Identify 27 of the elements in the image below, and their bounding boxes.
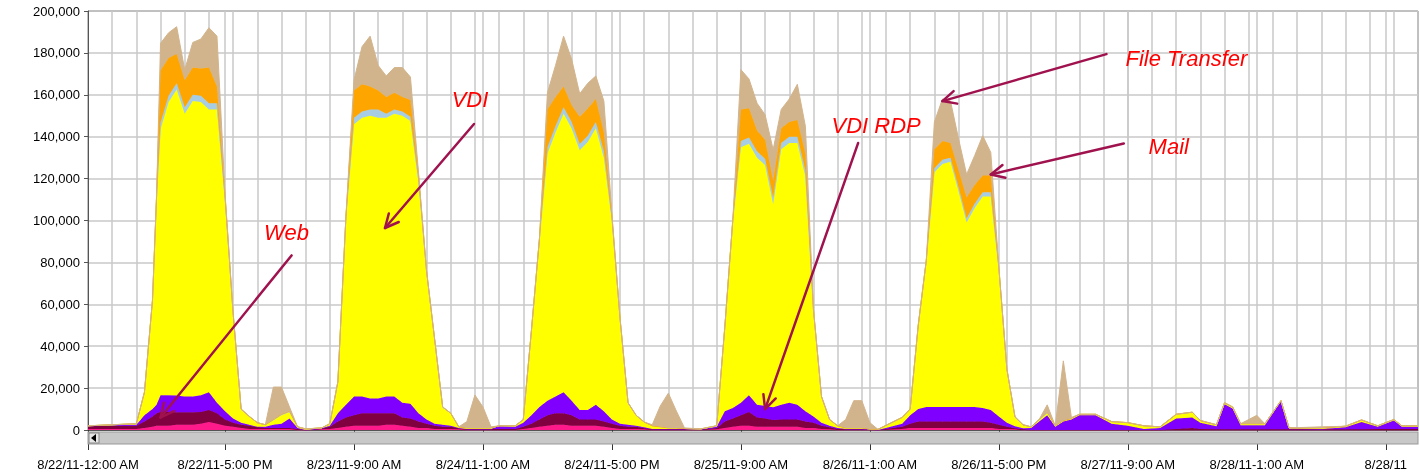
y-tick-label: 100,000 — [33, 213, 80, 228]
x-tick-label: 8/22/11-12:00 AM — [37, 457, 139, 472]
y-tick-label: 0 — [72, 422, 80, 438]
annotation: VDI RDP — [831, 112, 922, 138]
x-tick-label: 8/25/11-9:00 AM — [693, 457, 789, 472]
y-tick-label: 20,000 — [40, 380, 80, 396]
y-tick-label: 140,000 — [33, 129, 80, 145]
y-tick-label: 80,000 — [40, 254, 80, 270]
x-tick-label: 8/23/11-9:00 AM — [306, 457, 402, 472]
annotation: Mail — [1148, 133, 1191, 159]
x-tick-label: 8/26/11-5:00 PM — [951, 457, 1047, 472]
x-tick-label: 8/24/11-5:00 PM — [564, 457, 660, 472]
annotation: Web — [264, 219, 309, 245]
x-tick-label: 8/22/11-5:00 PM — [177, 457, 273, 472]
x-tick-label: 8/28/11 — [1364, 457, 1407, 472]
x-tick-label: 8/28/11-1:00 AM — [1209, 457, 1305, 472]
annotation: VDI — [451, 86, 489, 112]
x-tick-label: 8/24/11-1:00 AM — [435, 457, 531, 472]
y-tick-label: 200,000 — [33, 3, 80, 19]
y-tick-label: 40,000 — [40, 338, 80, 354]
x-tick-label: 8/27/11-9:00 AM — [1080, 457, 1176, 472]
x-tick-label: 8/26/11-1:00 AM — [822, 457, 918, 472]
y-tick-label: 120,000 — [33, 171, 80, 187]
y-tick-label: 60,000 — [40, 296, 80, 312]
annotation: File Transfer — [1125, 45, 1250, 71]
y-tick-label: 180,000 — [33, 45, 80, 61]
y-tick-label: 160,000 — [33, 87, 80, 103]
